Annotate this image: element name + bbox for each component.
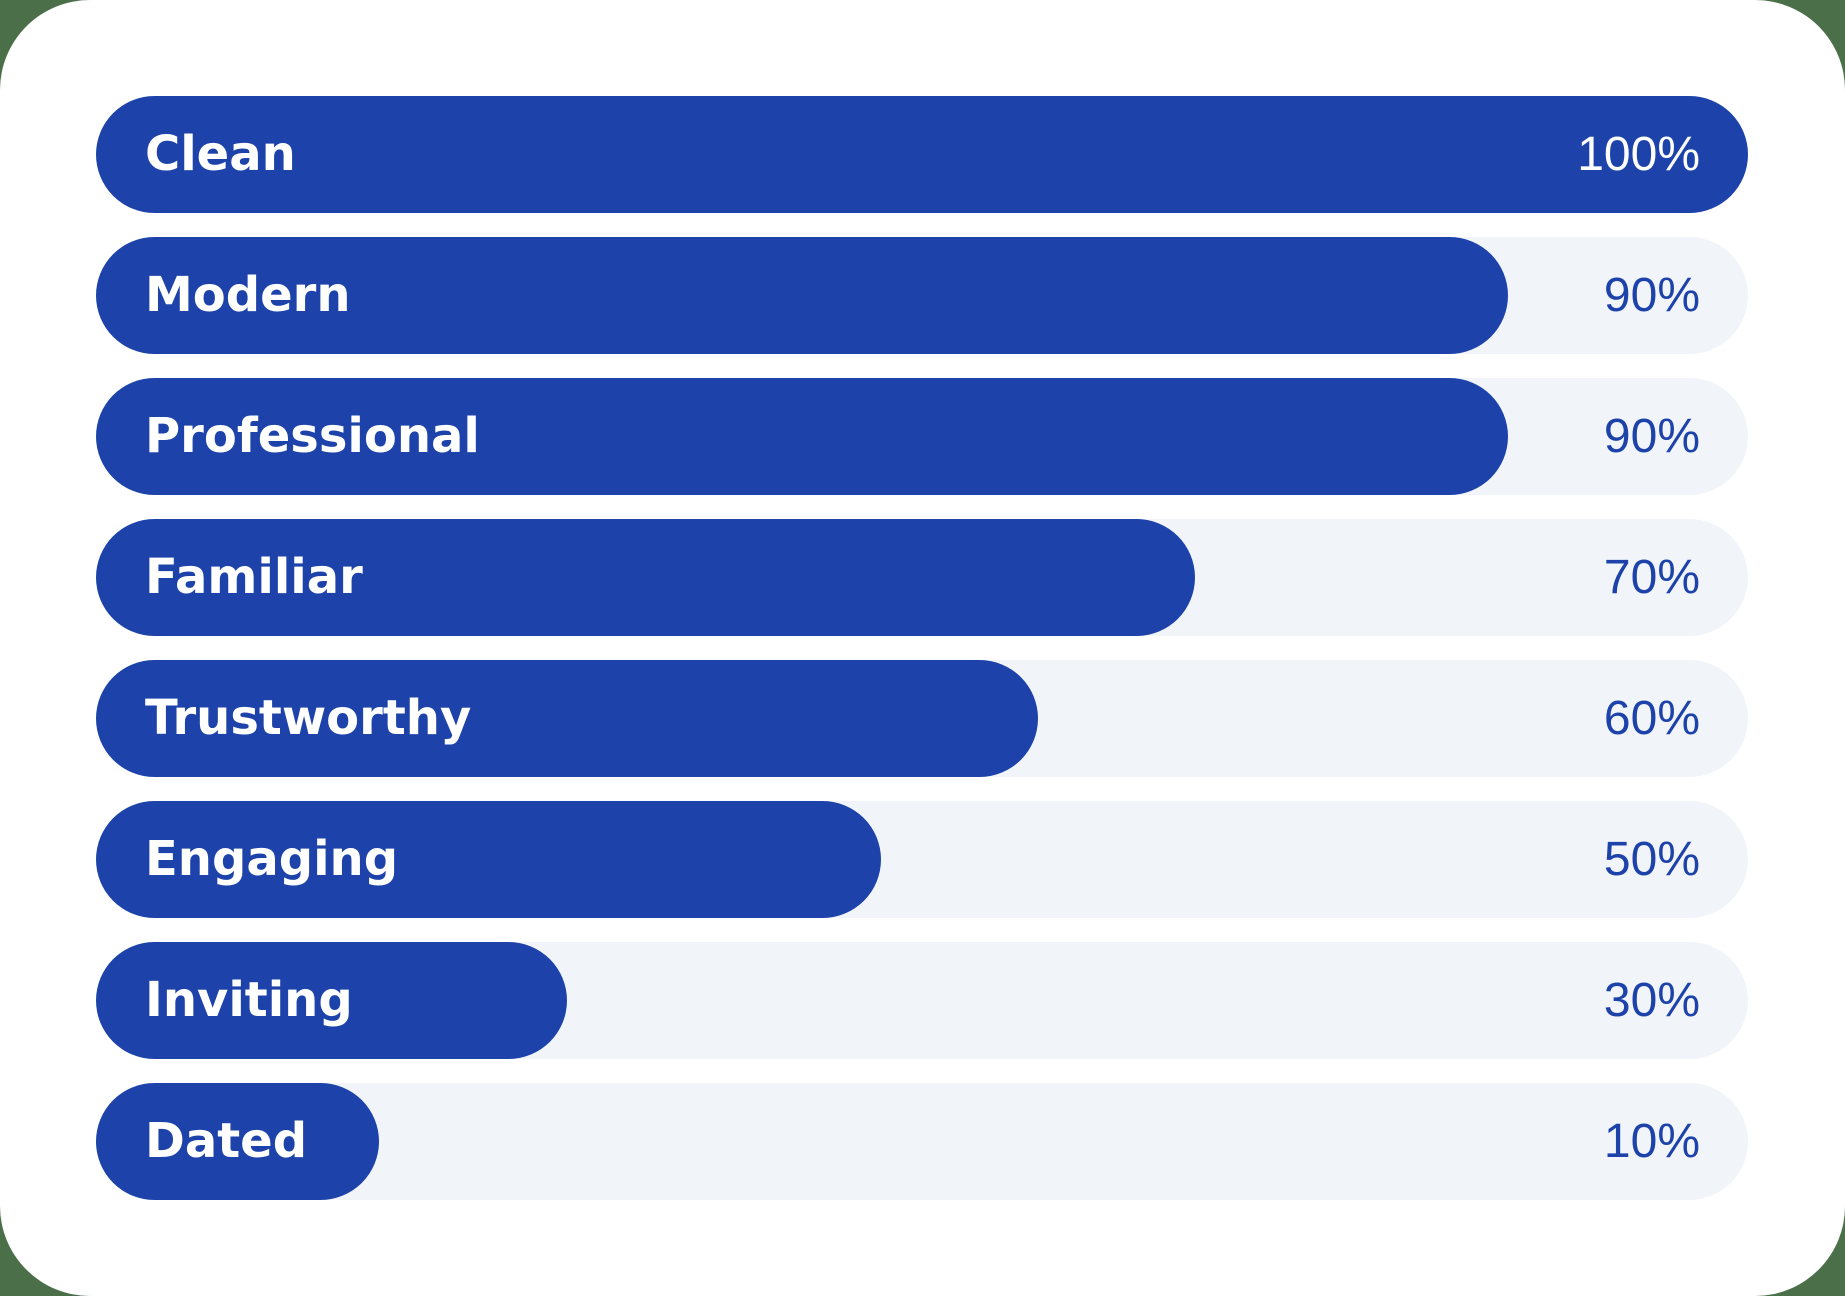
bar-label: Engaging <box>145 831 399 887</box>
bar-row: Clean 100% <box>96 96 1748 213</box>
bar-fill <box>96 942 567 1059</box>
bar-value: 90% <box>1603 410 1700 463</box>
bar-row: Familiar 70% <box>96 519 1748 636</box>
bar-label: Inviting <box>145 972 353 1028</box>
bar-row: Dated 10% <box>96 1083 1748 1200</box>
bar-label: Familiar <box>145 549 363 605</box>
bar-value: 50% <box>1603 833 1700 886</box>
bar-row: Trustworthy 60% <box>96 660 1748 777</box>
bar-label: Clean <box>145 126 296 182</box>
bar-fill <box>96 519 1195 636</box>
bar-fill <box>96 660 1038 777</box>
bar-fill <box>96 1083 379 1200</box>
bar-value: 70% <box>1603 551 1700 604</box>
bar-row: Professional 90% <box>96 378 1748 495</box>
bar-fill <box>96 96 1748 213</box>
bar-label: Modern <box>145 267 351 323</box>
bar-row: Modern 90% <box>96 237 1748 354</box>
bar-row: Inviting 30% <box>96 942 1748 1059</box>
bar-fill <box>96 801 881 918</box>
bar-fill <box>96 237 1509 354</box>
bar-value: 100% <box>1577 128 1700 181</box>
bar-value: 60% <box>1603 692 1700 745</box>
bar-label: Dated <box>145 1113 308 1169</box>
bar-value: 10% <box>1603 1115 1700 1168</box>
bar-label: Trustworthy <box>145 690 472 746</box>
bar-label: Professional <box>145 408 480 464</box>
bar-fill <box>96 378 1509 495</box>
bar-value: 90% <box>1603 269 1700 322</box>
bar-list: Clean 100% Modern 90% Professional 90% Familia… <box>96 96 1748 1224</box>
bar-row: Engaging 50% <box>96 801 1748 918</box>
bar-value: 30% <box>1603 974 1700 1027</box>
